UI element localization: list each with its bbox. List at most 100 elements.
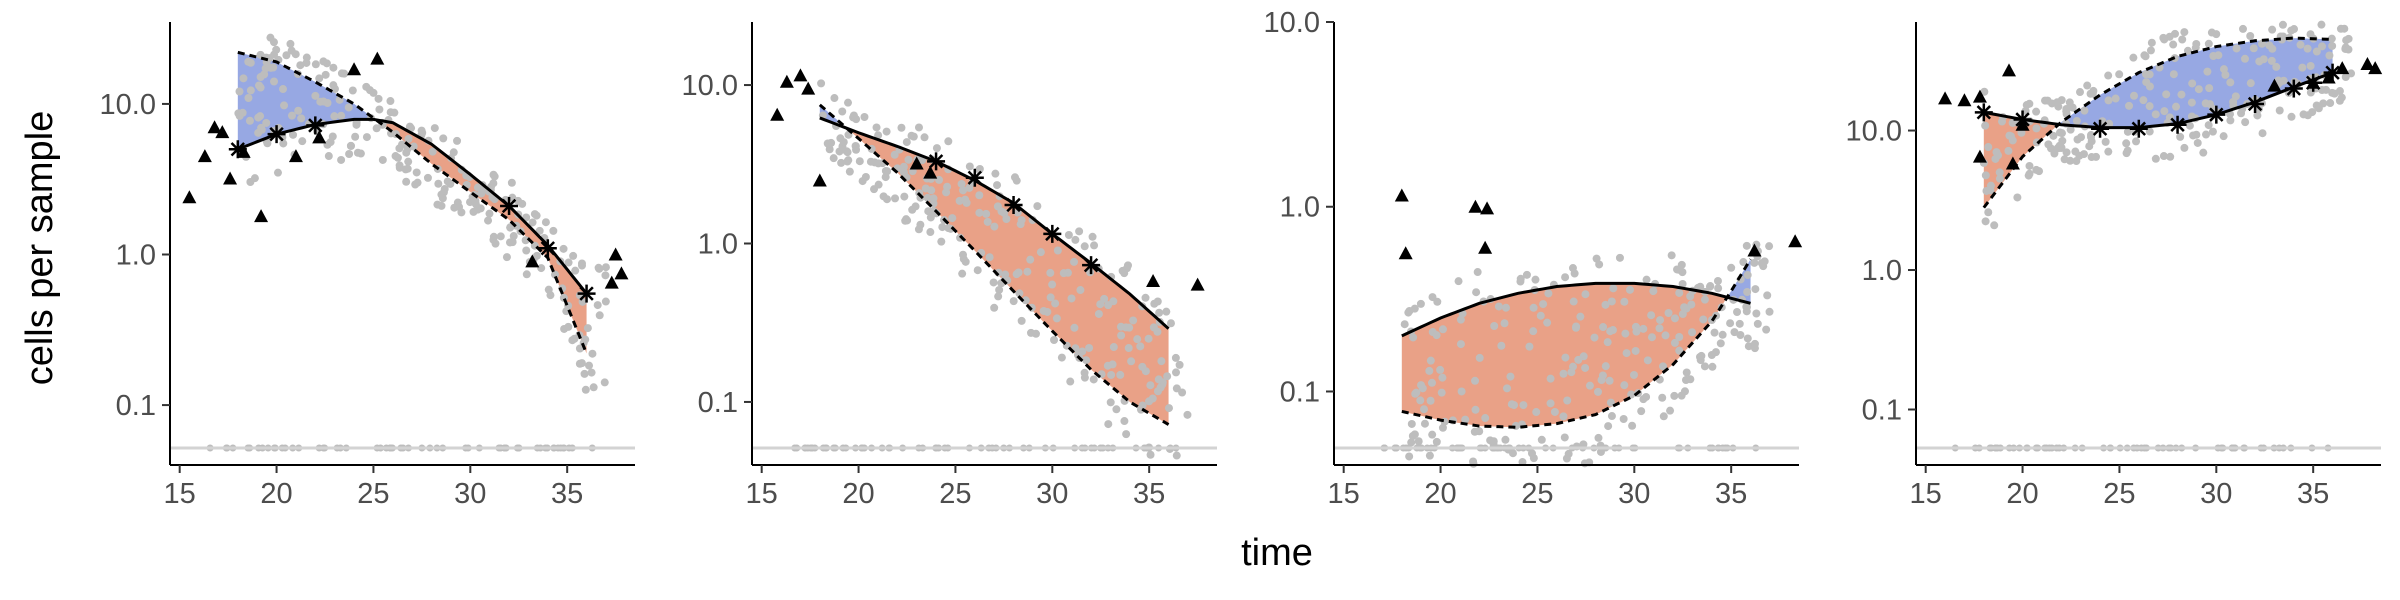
x-tick-label: 25 [939, 478, 971, 510]
data-point [522, 246, 531, 255]
data-point [337, 111, 346, 120]
data-point [2192, 39, 2201, 48]
data-point [836, 134, 845, 143]
y-tick-label: 0.1 [1862, 394, 1902, 426]
data-point [2287, 112, 2296, 121]
data-point [1699, 315, 1708, 324]
data-point [1146, 450, 1155, 459]
star-stroke [1976, 105, 1991, 120]
fitted-curve [1401, 281, 1751, 338]
data-point [2151, 154, 2160, 163]
data-point [1609, 284, 1618, 293]
triangle-point [1788, 234, 1803, 248]
data-point [2318, 42, 2327, 51]
data-point [1420, 405, 1429, 414]
data-point [1080, 242, 1089, 251]
data-point [1124, 344, 1133, 353]
data-point [1647, 333, 1656, 342]
data-point [1183, 410, 1192, 419]
data-point [923, 193, 932, 202]
data-point [1012, 270, 1021, 279]
data-point [291, 50, 300, 59]
data-point [944, 224, 953, 233]
triangle-point [347, 62, 362, 76]
triangle-point [207, 120, 222, 134]
star-point [2207, 105, 2226, 124]
data-point [883, 195, 892, 204]
data-point [330, 112, 339, 121]
data-point [1750, 339, 1759, 348]
data-point [2312, 47, 2321, 56]
data-point [1700, 362, 1709, 371]
data-point [2172, 102, 2181, 111]
data-point [2062, 107, 2071, 116]
data-point [1632, 327, 1641, 336]
triangle-point [779, 74, 794, 88]
data-point [530, 210, 539, 219]
data-point [2044, 140, 2053, 149]
data-point [2317, 20, 2326, 29]
data-point [2065, 98, 2074, 107]
triangle-point [1398, 246, 1413, 260]
data-point [391, 152, 400, 161]
data-point [434, 179, 443, 188]
data-point [1603, 338, 1612, 347]
data-point [1546, 374, 1555, 383]
triangle-point [215, 125, 230, 139]
data-point [2111, 94, 2120, 103]
data-point [1033, 202, 1042, 211]
data-point [1607, 297, 1616, 306]
data-point [1567, 368, 1576, 377]
data-point [1604, 422, 1613, 431]
data-point [1085, 343, 1094, 352]
data-point [2272, 62, 2281, 71]
data-point [1171, 353, 1180, 362]
data-point [1473, 268, 1482, 277]
star-stroke [967, 170, 982, 185]
x-tick-label: 20 [842, 478, 874, 510]
data-point [2204, 121, 2213, 130]
data-point [1605, 376, 1614, 385]
data-point [345, 149, 354, 158]
data-point [874, 180, 883, 189]
data-point [315, 74, 324, 83]
star-point [1043, 224, 1062, 243]
data-point [1992, 148, 2001, 157]
data-point [287, 111, 296, 120]
data-point [1017, 316, 1026, 325]
data-point [1550, 407, 1559, 416]
data-point [1664, 309, 1673, 318]
data-point [1727, 263, 1736, 272]
x-tick-label: 25 [2103, 478, 2135, 510]
data-point [2125, 101, 2134, 110]
star-point [538, 239, 557, 258]
star-stroke [1083, 257, 1099, 273]
data-point [549, 226, 558, 235]
data-point [595, 311, 604, 320]
data-point [2032, 124, 2041, 133]
data-point [1153, 297, 1162, 306]
data-point [916, 220, 925, 229]
data-point [882, 127, 891, 136]
data-point [2328, 41, 2337, 50]
data-point [1153, 387, 1162, 396]
data-point [2344, 45, 2353, 54]
triangle-point [254, 209, 269, 223]
data-point [1739, 258, 1748, 267]
data-point [943, 182, 952, 191]
data-point [2041, 96, 2050, 105]
triangle-point [288, 149, 303, 163]
data-point [346, 141, 355, 150]
data-point [1023, 267, 1032, 276]
data-point [2326, 99, 2335, 108]
data-point [2176, 132, 2185, 141]
data-point [1141, 293, 1150, 302]
data-point [2054, 102, 2063, 111]
data-point [1506, 372, 1515, 381]
data-point [1673, 265, 1682, 274]
data-point [374, 94, 383, 103]
data-point [1537, 435, 1546, 444]
data-point [1164, 404, 1173, 413]
data-point [983, 217, 992, 226]
